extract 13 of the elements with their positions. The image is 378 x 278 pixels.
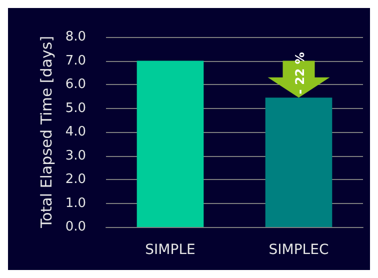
y-tick-label: 3.0 [65,148,86,164]
annotation: - 22 % [292,52,307,94]
y-tick-label: 5.0 [65,100,86,116]
y-tick-label: 6.0 [65,77,86,92]
y-tick-label: 0.0 [65,220,86,234]
y-tick-label: 4.0 [65,124,86,140]
y-tick-label: 1.0 [65,196,86,211]
y-tick-label: 8.0 [65,30,86,44]
y-axis-title: Total Elapsed Time [days] [38,36,56,230]
x-tick-label: SIMPLE [145,242,196,258]
y-tick-label: 7.0 [65,53,86,68]
x-tick-label: SIMPLEC [268,242,329,258]
y-tick-label: 2.0 [65,172,86,187]
